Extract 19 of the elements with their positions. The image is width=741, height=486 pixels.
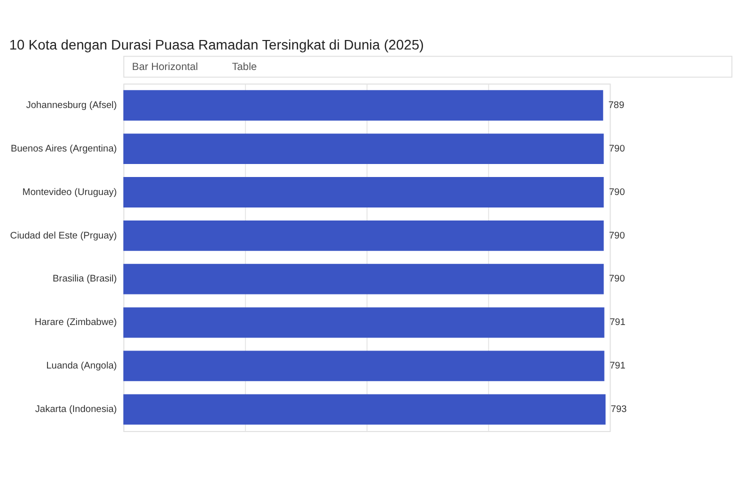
text: Bar Horizontal <box>132 62 198 73</box>
text: Table <box>232 62 258 73</box>
data-label: 790 <box>608 143 625 154</box>
y-tick-label: Buenos Aires (Argentina) <box>10 143 117 154</box>
chart-title: 10 Kota dengan Durasi Puasa Ramadan Tersingkat di Dunia (2025) <box>9 36 424 52</box>
y-tick-label: Montevideo (Uruguay) <box>22 186 117 198</box>
y-tick-label: Johannesburg (Afsel) <box>26 100 117 111</box>
data-label: 791 <box>610 360 626 372</box>
data-label: 793 <box>610 404 627 416</box>
y-tick-label: Brasilia (Brasil) <box>52 274 117 285</box>
data-label: 789 <box>608 100 624 111</box>
y-tick-label: Luanda (Angola) <box>46 360 117 372</box>
y-tick-label: Harare (Zimbabwe) <box>34 317 117 328</box>
data-label: 790 <box>608 230 625 242</box>
data-label: 790 <box>608 186 625 198</box>
data-label: 791 <box>610 317 626 328</box>
y-tick-label: Jakarta (Indonesia) <box>35 404 117 416</box>
data-label: 790 <box>608 274 625 285</box>
y-tick-label: Ciudad del Este (Prguay) <box>10 230 117 242</box>
